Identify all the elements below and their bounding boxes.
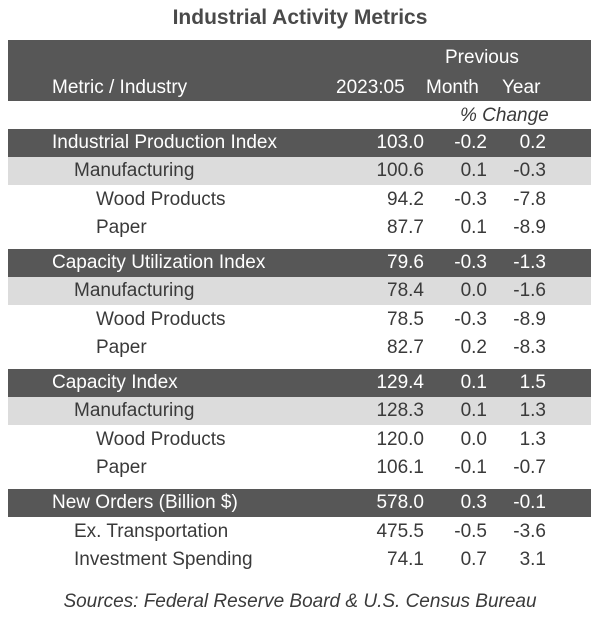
table-row: New Orders (Billion $) 578.0 0.3 -0.1 <box>8 489 591 517</box>
row-month-change: -0.1 <box>454 457 487 478</box>
row-label: Paper <box>96 457 147 478</box>
table-title: Industrial Activity Metrics <box>172 6 428 29</box>
row-year-change: -8.3 <box>513 337 546 358</box>
row-value: 103.0 <box>376 132 424 153</box>
row-month-change: 0.3 <box>460 492 487 513</box>
row-year-change: -0.7 <box>513 457 546 478</box>
row-label: Capacity Utilization Index <box>52 252 266 273</box>
row-label: Capacity Index <box>52 372 178 393</box>
row-month-change: 0.2 <box>460 337 487 358</box>
table-row: Wood Products 78.5 -0.3 -8.9 <box>8 306 591 334</box>
row-year-change: -3.6 <box>513 521 546 542</box>
table-row: Paper 87.7 0.1 -8.9 <box>8 214 591 242</box>
row-label: Industrial Production Index <box>52 132 277 153</box>
row-value: 100.6 <box>376 160 424 181</box>
row-value: 129.4 <box>376 372 424 393</box>
table-row: Industrial Production Index 103.0 -0.2 0… <box>8 129 591 157</box>
table-header: Previous Metric / Industry 2023:05 Month… <box>8 40 591 101</box>
header-previous: Previous <box>445 47 519 68</box>
row-year-change: -8.9 <box>513 217 546 238</box>
row-label: Ex. Transportation <box>74 521 229 542</box>
row-value: 82.7 <box>387 337 424 358</box>
row-month-change: 0.1 <box>460 372 487 393</box>
row-year-change: 0.2 <box>519 132 546 153</box>
table-row: Investment Spending 74.1 0.7 3.1 <box>8 546 591 574</box>
row-label: Wood Products <box>96 429 226 450</box>
row-label: Paper <box>96 337 147 358</box>
table-row: Paper 106.1 -0.1 -0.7 <box>8 454 591 482</box>
row-year-change: 1.3 <box>519 400 546 421</box>
table-row: Capacity Utilization Index 79.6 -0.3 -1.… <box>8 249 591 277</box>
row-value: 128.3 <box>376 400 424 421</box>
table-row: Manufacturing 128.3 0.1 1.3 <box>8 397 591 425</box>
row-label: Manufacturing <box>74 400 195 421</box>
row-month-change: -0.3 <box>454 252 487 273</box>
row-year-change: 1.3 <box>519 429 546 450</box>
row-value: 79.6 <box>387 252 424 273</box>
row-month-change: 0.1 <box>460 160 487 181</box>
table-row: Wood Products 94.2 -0.3 -7.8 <box>8 186 591 214</box>
row-label: Wood Products <box>96 189 226 210</box>
row-value: 578.0 <box>376 492 424 513</box>
row-value: 78.4 <box>387 280 424 301</box>
source-note: Sources: Federal Reserve Board & U.S. Ce… <box>63 591 537 612</box>
row-month-change: -0.5 <box>454 521 487 542</box>
table-row: Capacity Index 129.4 0.1 1.5 <box>8 369 591 397</box>
row-year-change: -0.3 <box>513 160 546 181</box>
table-row: Paper 82.7 0.2 -8.3 <box>8 334 591 362</box>
row-month-change: 0.0 <box>460 280 487 301</box>
table-row: Manufacturing 100.6 0.1 -0.3 <box>8 157 591 185</box>
table-row: Ex. Transportation 475.5 -0.5 -3.6 <box>8 518 591 546</box>
row-value: 87.7 <box>387 217 424 238</box>
header-date: 2023:05 <box>336 77 405 98</box>
row-label: Manufacturing <box>74 280 195 301</box>
row-value: 106.1 <box>376 457 424 478</box>
row-month-change: 0.7 <box>460 549 487 570</box>
row-value: 475.5 <box>376 521 424 542</box>
row-value: 94.2 <box>387 189 424 210</box>
row-year-change: -1.6 <box>513 280 546 301</box>
row-month-change: 0.0 <box>460 429 487 450</box>
row-year-change: 3.1 <box>519 549 546 570</box>
header-year: Year <box>502 77 541 98</box>
row-month-change: -0.2 <box>454 132 487 153</box>
table-row: Wood Products 120.0 0.0 1.3 <box>8 426 591 454</box>
row-label: New Orders (Billion $) <box>52 492 238 513</box>
header-metric: Metric / Industry <box>52 77 188 98</box>
row-label: Wood Products <box>96 309 226 330</box>
table-row: Manufacturing 78.4 0.0 -1.6 <box>8 277 591 305</box>
row-label: Paper <box>96 217 147 238</box>
row-month-change: 0.1 <box>460 217 487 238</box>
row-label: Manufacturing <box>74 160 195 181</box>
row-month-change: 0.1 <box>460 400 487 421</box>
row-year-change: 1.5 <box>519 372 546 393</box>
row-month-change: -0.3 <box>454 189 487 210</box>
row-month-change: -0.3 <box>454 309 487 330</box>
row-value: 78.5 <box>387 309 424 330</box>
row-year-change: -1.3 <box>513 252 546 273</box>
row-year-change: -0.1 <box>513 492 546 513</box>
row-year-change: -7.8 <box>513 189 546 210</box>
row-label: Investment Spending <box>74 549 253 570</box>
header-pct-change: % Change <box>460 105 549 126</box>
header-month: Month <box>426 77 479 98</box>
row-value: 120.0 <box>376 429 424 450</box>
row-year-change: -8.9 <box>513 309 546 330</box>
row-value: 74.1 <box>387 549 424 570</box>
